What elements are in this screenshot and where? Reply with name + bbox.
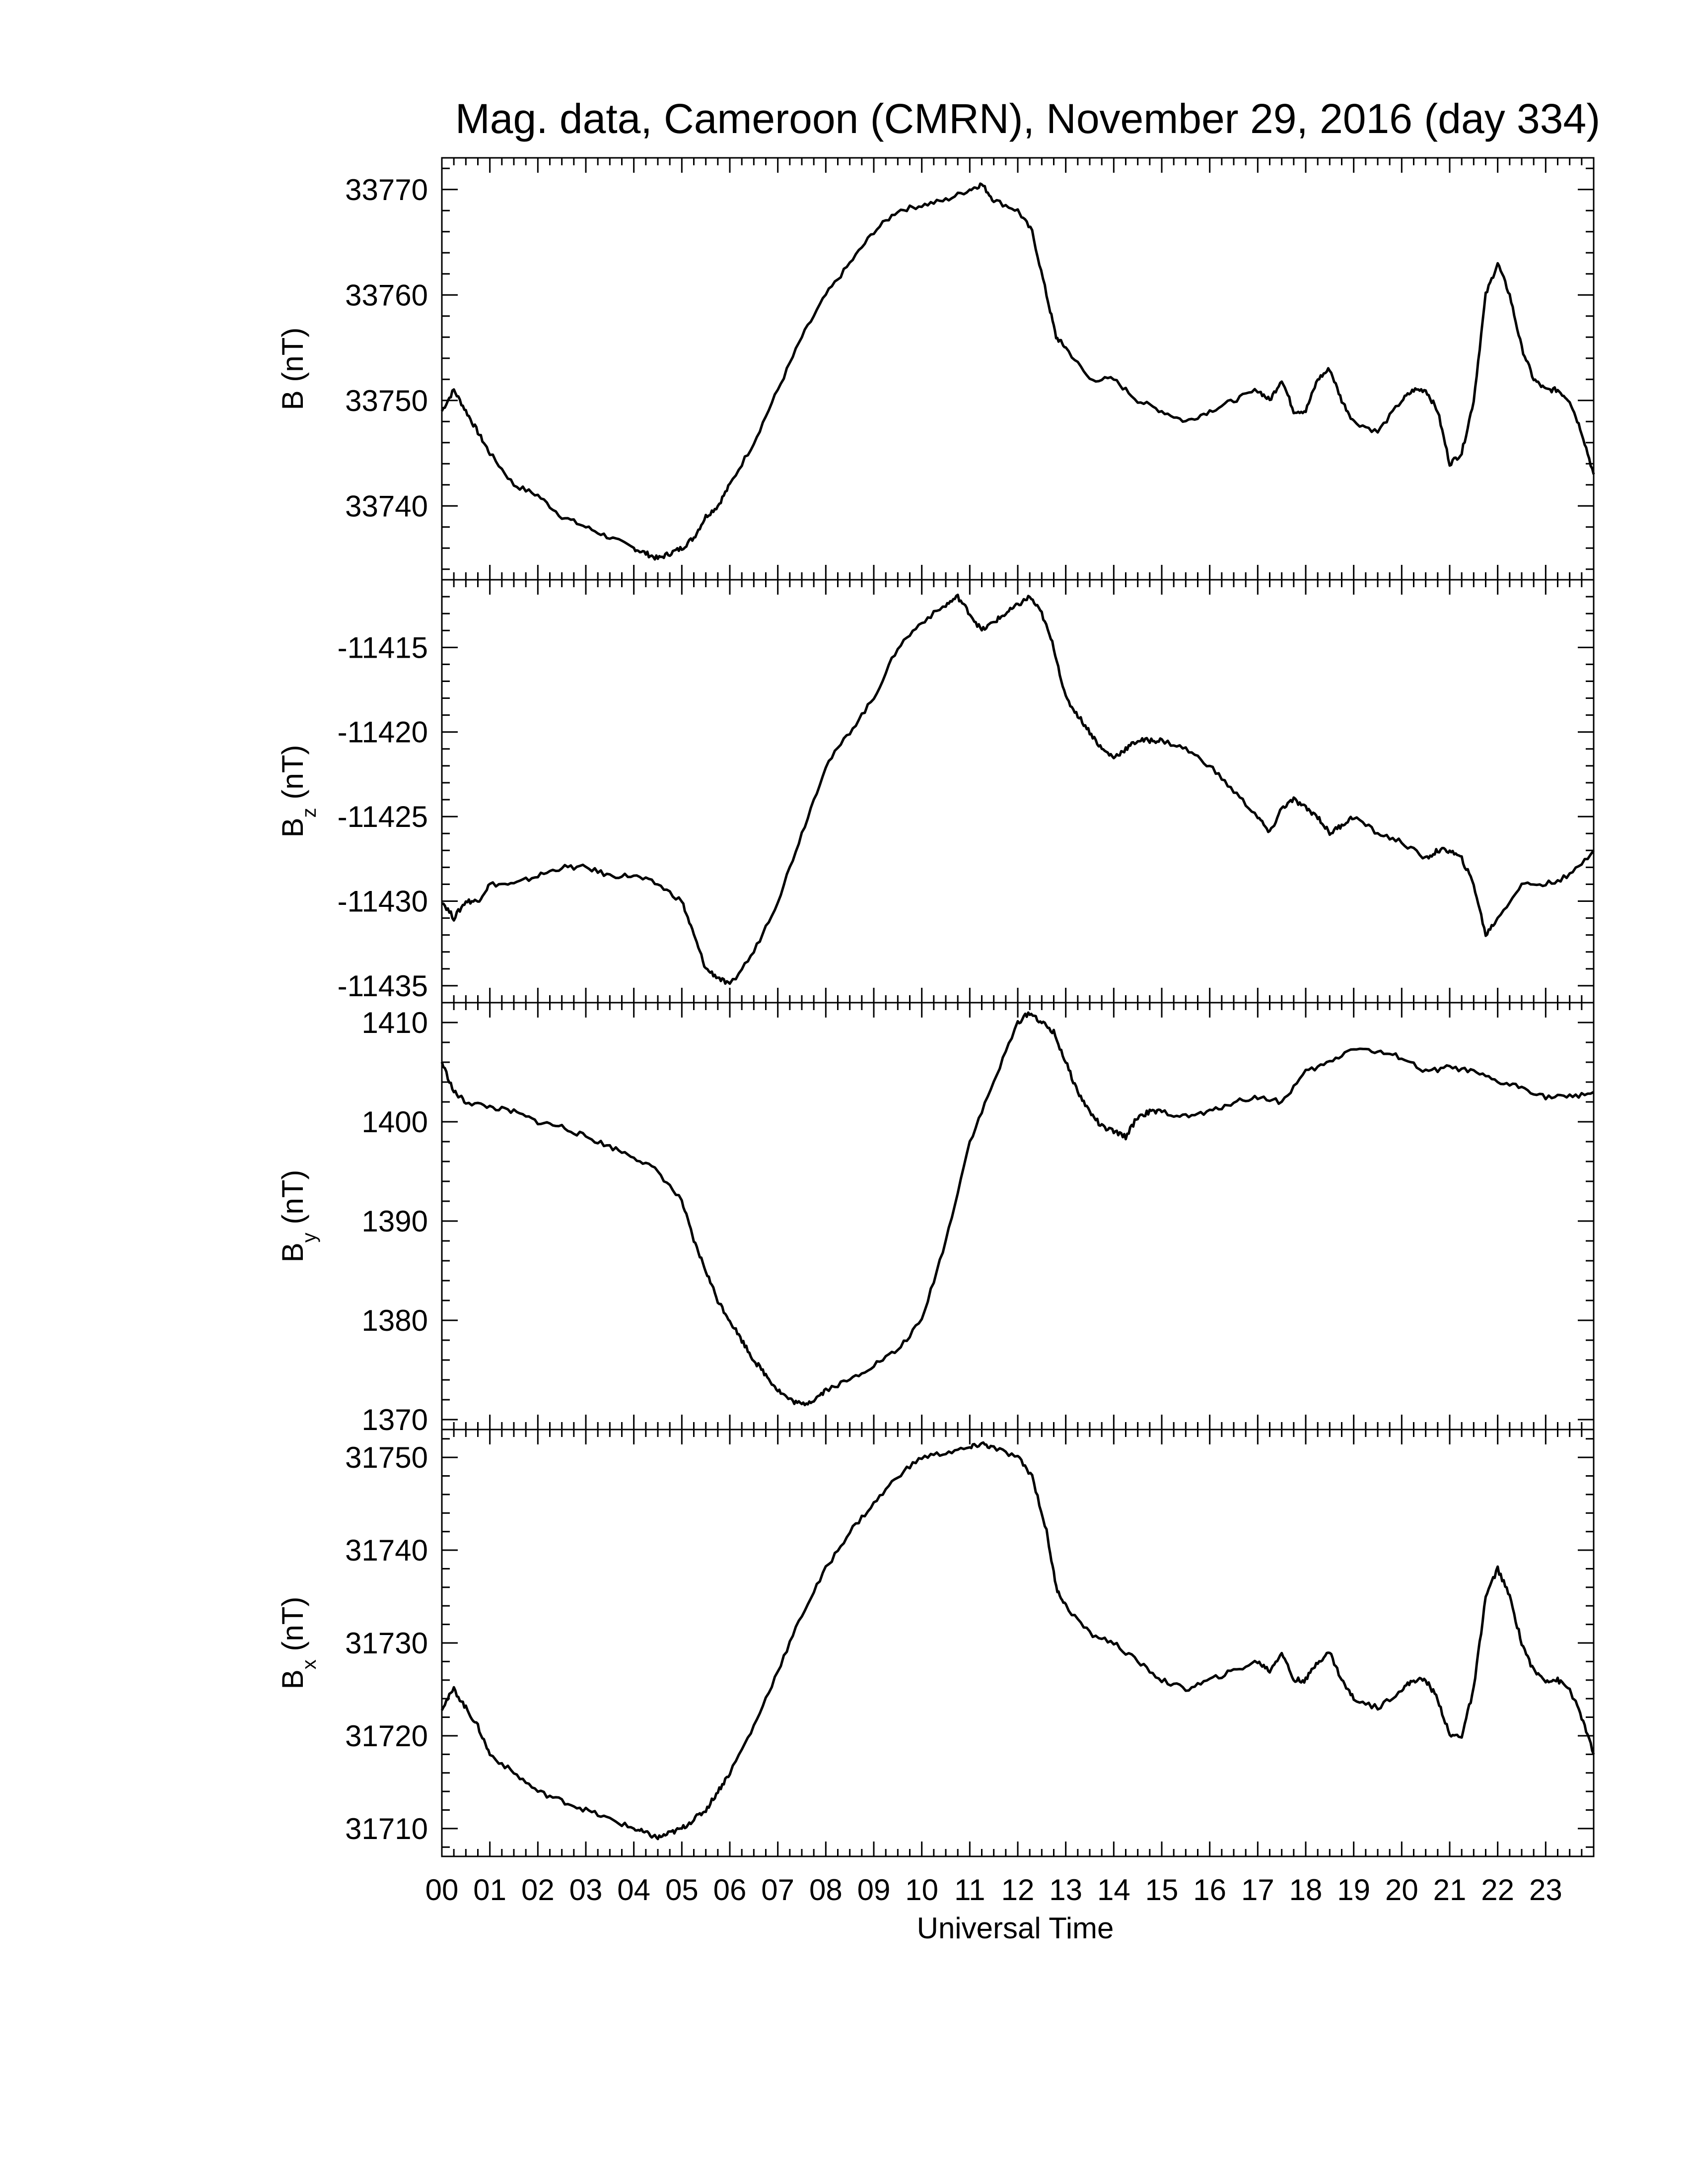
x-tick-label: 23 [1529,1873,1562,1907]
x-tick-label: 01 [473,1873,506,1907]
y-tick-label-Bz: -11415 [338,631,428,664]
y-axis-label-main: B [276,1242,309,1262]
x-tick-label: 08 [809,1873,843,1907]
x-tick-label: 13 [1049,1873,1082,1907]
x-tick-label: 06 [713,1873,747,1907]
y-axis-label-main: B [276,390,309,410]
y-tick-label-By: 1390 [362,1205,428,1238]
x-tick-label: 11 [954,1873,985,1907]
x-tick-label: 18 [1289,1873,1323,1907]
y-tick-label-Bz: -11425 [338,800,428,833]
panel-B: 33740 33750 33760 33770 B (nT) [276,157,1595,581]
y-tick-label-By: 1380 [362,1304,428,1337]
x-tick-label: 15 [1145,1873,1179,1907]
y-axis-label-subscript: z [298,808,320,818]
y-tick-label-Bz: -11420 [338,716,428,749]
series-line-By [440,1011,1595,1407]
y-tick-label-B: 33760 [345,278,428,312]
y-tick-label-Bx: 31730 [345,1627,428,1660]
x-tick-label: 16 [1193,1873,1226,1907]
y-tick-label-B: 33750 [345,384,428,417]
y-axis-label-main: B [276,818,309,837]
x-tick-label: 00 [425,1873,459,1907]
y-tick-label-By: 1370 [362,1403,428,1436]
y-tick-label-Bx: 31750 [345,1441,428,1474]
y-axis-label-subscript: x [298,1659,320,1669]
y-axis-label-unit: (nT) [276,1597,309,1660]
x-tick-label: 14 [1097,1873,1130,1907]
y-axis-label-unit: (nT) [276,1170,309,1233]
y-axis-label-unit: (nT) [276,328,309,391]
y-axis-label-unit: (nT) [276,745,309,808]
y-tick-label-Bx: 31740 [345,1534,428,1567]
x-tick-label: 09 [857,1873,891,1907]
panel-Bx: 31710 31720 31730 31740 31750 Bx (nT) [276,1429,1595,1857]
y-axis-label-B: B (nT) [276,328,309,410]
x-tick-label: 04 [617,1873,650,1907]
x-tick-label: 05 [665,1873,699,1907]
panel-By: 1370 1380 1390 1400 1410 By (nT) [276,1002,1595,1436]
x-tick-label: 17 [1241,1873,1274,1907]
x-axis-label: Universal Time [917,1911,1114,1945]
x-tick-label: 07 [761,1873,794,1907]
x-tick-label: 10 [905,1873,938,1907]
x-tick-label: 22 [1481,1873,1514,1907]
series-line-B [440,182,1595,561]
series-line-Bx [440,1441,1595,1841]
y-axis-label-Bz: Bz (nT) [276,745,320,838]
chart-title: Mag. data, Cameroon (CMRN), November 29,… [455,95,1600,142]
x-tick-label: 20 [1385,1873,1418,1907]
x-tick-label: 21 [1433,1873,1467,1907]
y-axis-label-Bx: Bx (nT) [276,1597,320,1690]
x-tick-label: 03 [569,1873,603,1907]
y-tick-label-By: 1400 [362,1105,428,1139]
y-tick-label-Bz: -11430 [338,885,428,918]
y-tick-label-Bx: 31720 [345,1719,428,1753]
y-axis-label-subscript: y [298,1232,320,1242]
x-tick-label: 19 [1337,1873,1370,1907]
x-tick-label: 02 [521,1873,555,1907]
y-axis-label-main: B [276,1669,309,1689]
y-tick-label-B: 33740 [345,489,428,523]
x-tick-label: 12 [1001,1873,1035,1907]
y-tick-label-B: 33770 [345,173,428,206]
y-axis-label-By: By (nT) [276,1170,320,1263]
panels-group: 33740 33750 33760 33770 B (nT) -11435 -11430 -1… [276,157,1595,1907]
series-line-Bz [442,593,1595,985]
y-tick-label-Bx: 31710 [345,1812,428,1845]
y-tick-label-By: 1410 [362,1006,428,1039]
y-tick-label-Bz: -11435 [338,969,428,1003]
